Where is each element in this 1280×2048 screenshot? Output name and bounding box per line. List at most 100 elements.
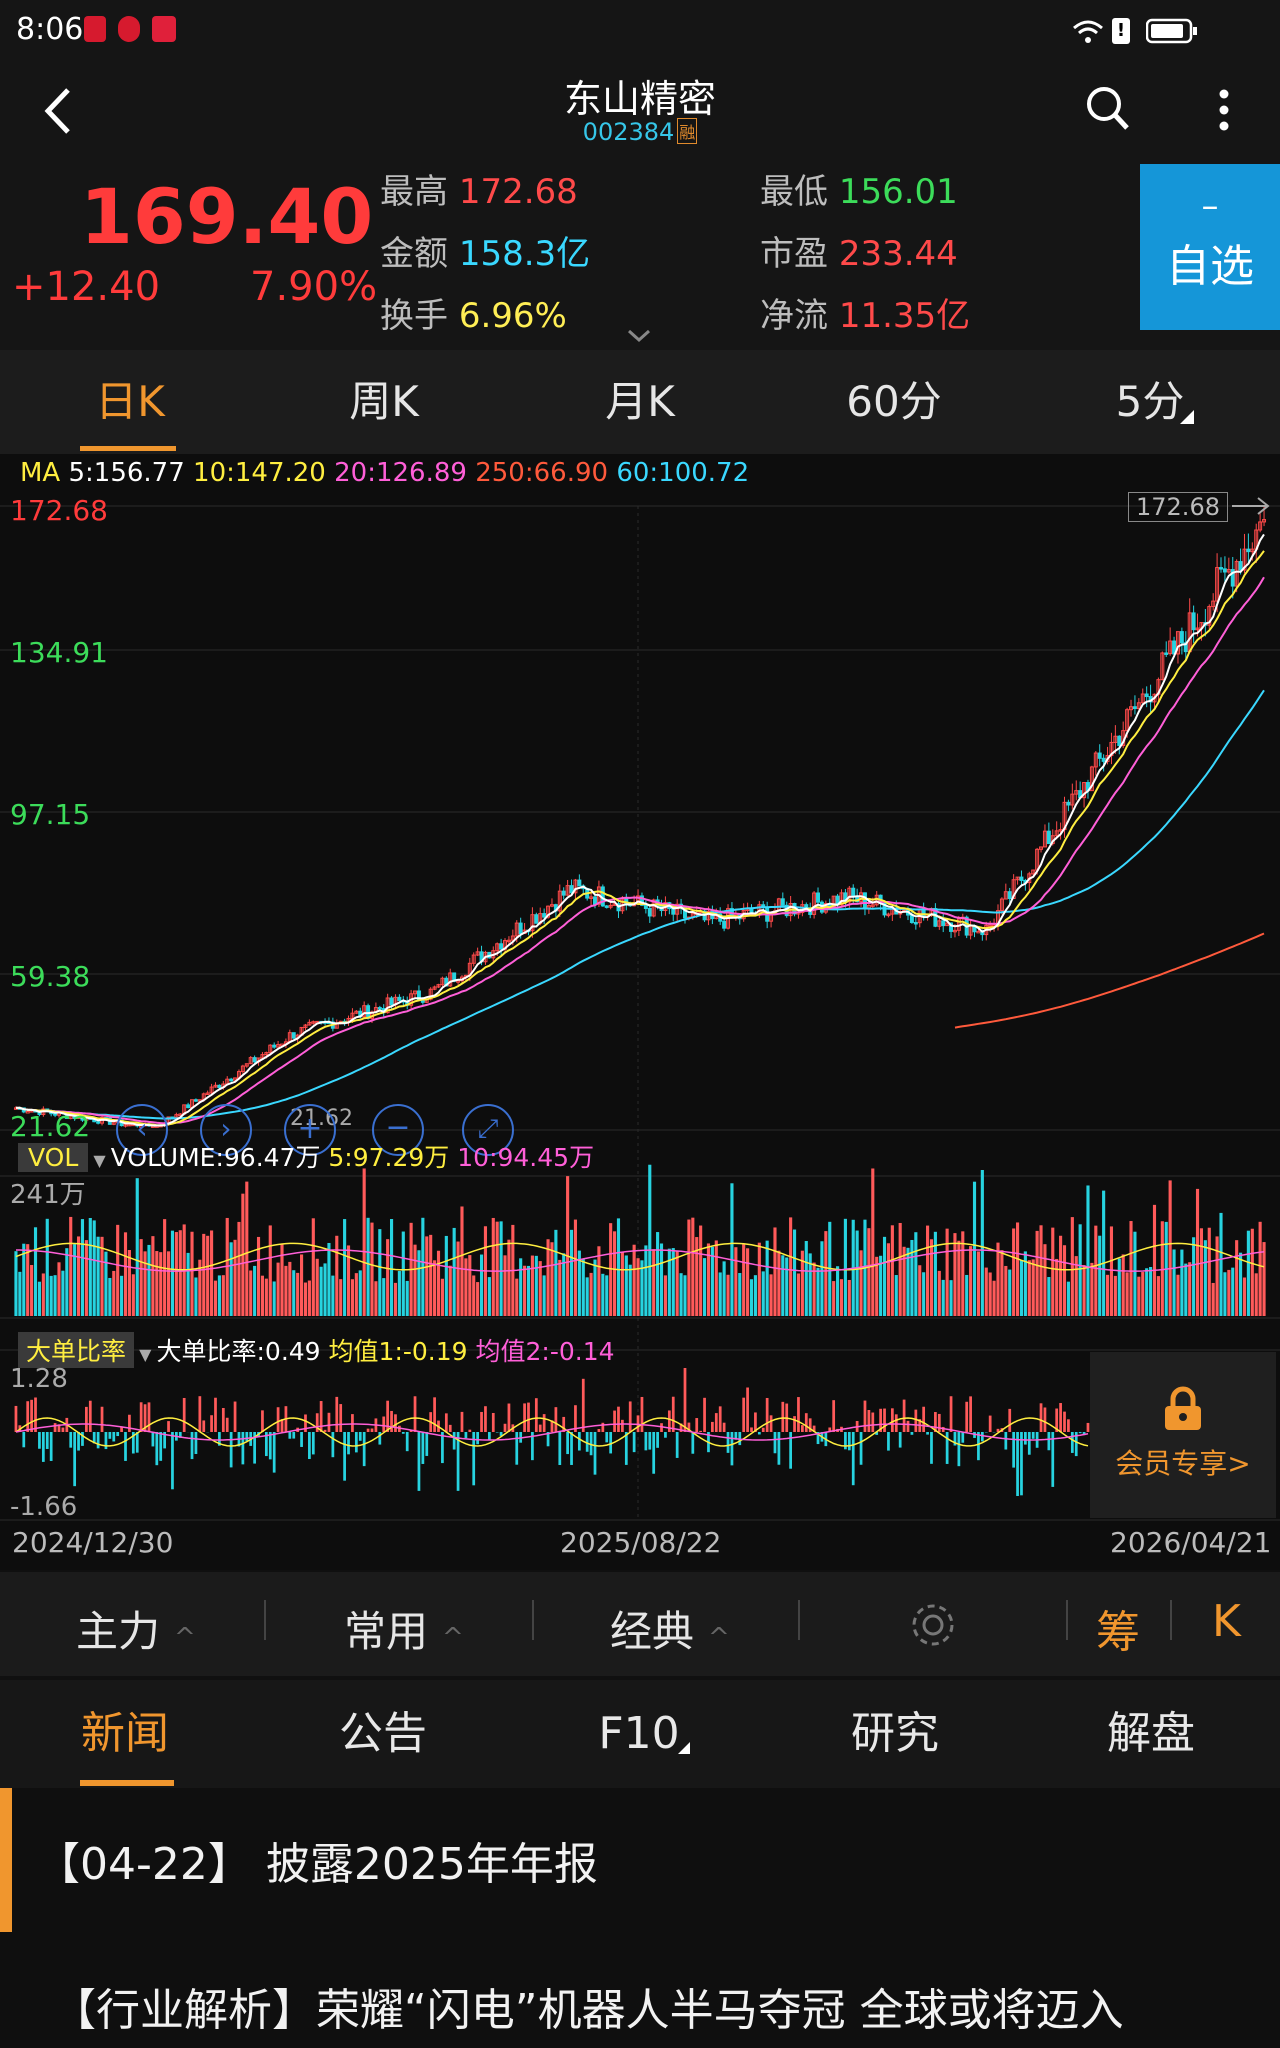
volume-bar	[781, 1255, 785, 1316]
chart-area[interactable]: MA 5:156.77 10:147.20 20:126.89 250:66.9…	[0, 454, 1280, 1570]
candle-body	[432, 986, 437, 990]
volume-bar	[190, 1231, 194, 1316]
candle-body	[1136, 702, 1141, 710]
volume-bar	[315, 1258, 319, 1316]
vol-dropdown-icon[interactable]: ▼	[88, 1151, 111, 1170]
candle-body	[949, 922, 954, 932]
candle-body	[1015, 876, 1020, 881]
news-item[interactable]: 【行业解析】荣耀“闪电”机器人半马夺冠 全球或将迈入	[52, 1974, 1124, 2038]
ratio-bar	[128, 1414, 131, 1432]
ratio-bar	[910, 1432, 914, 1435]
stat-value: 233.44	[838, 234, 958, 274]
ratio-bar	[112, 1432, 116, 1442]
k-toggle-button[interactable]: K	[1212, 1596, 1241, 1647]
tab-announcement[interactable]: 公告	[339, 1708, 427, 1759]
gear-icon[interactable]	[908, 1600, 958, 1650]
dropdown-corner-icon	[1180, 410, 1194, 424]
tab-60min[interactable]: 60分	[846, 377, 942, 426]
ratio-bar	[261, 1410, 264, 1432]
ratio-dropdown-icon[interactable]: ▼	[134, 1345, 157, 1364]
alert-icon: !	[1112, 18, 1130, 44]
volume-bar	[796, 1273, 801, 1316]
ratio-bar	[487, 1432, 491, 1441]
volume-bar	[789, 1217, 793, 1316]
vol-tag[interactable]: VOL	[18, 1143, 89, 1172]
ratio-bar	[722, 1422, 726, 1432]
chevron-right-icon: ›	[220, 1112, 232, 1145]
search-icon[interactable]	[1084, 84, 1132, 134]
toolbar-classic[interactable]: 经典 ^	[610, 1598, 730, 1659]
ratio-bar	[280, 1419, 284, 1432]
toolbar-main-force[interactable]: 主力 ^	[76, 1598, 196, 1659]
volume-bar	[1105, 1274, 1110, 1316]
candle-body	[1019, 876, 1024, 881]
tab-news[interactable]: 新闻	[81, 1708, 169, 1759]
ratio-bar	[245, 1432, 249, 1442]
ratio-bar	[104, 1432, 108, 1450]
chip-distribution-button[interactable]: 筹	[1096, 1607, 1140, 1658]
volume-bar	[49, 1275, 53, 1316]
expand-chevron-icon[interactable]	[626, 328, 652, 344]
ratio-bar	[531, 1432, 534, 1461]
tab-week-k[interactable]: 周K	[349, 377, 419, 426]
news-item[interactable]: 【04-22】 披露2025年年报	[36, 1828, 598, 1892]
volume-bar	[706, 1243, 711, 1316]
volume-max-label: 241万	[10, 1180, 86, 1210]
ratio-bar	[468, 1429, 472, 1432]
ratio-bar	[851, 1432, 855, 1486]
stat-value: 156.01	[838, 172, 958, 212]
candle-body	[530, 914, 535, 932]
zoom-in-button[interactable]: +	[284, 1104, 336, 1156]
more-icon[interactable]	[1214, 88, 1234, 134]
ratio-bar	[147, 1402, 151, 1432]
ratio-bar	[750, 1427, 753, 1432]
ratio-bar	[558, 1432, 562, 1466]
volume-bar	[1086, 1185, 1090, 1316]
tab-research[interactable]: 研究	[851, 1708, 939, 1759]
volume-bar	[100, 1236, 104, 1316]
volume-bar	[476, 1282, 480, 1316]
tab-analysis[interactable]: 解盘	[1107, 1708, 1195, 1759]
ratio-bar	[425, 1432, 429, 1456]
volume-bar	[573, 1219, 578, 1316]
watchlist-button[interactable]: – 自选	[1140, 164, 1280, 330]
ratio-bar	[401, 1432, 405, 1434]
vip-unlock-panel[interactable]: 会员专享>	[1090, 1352, 1276, 1518]
tab-5min[interactable]: 5分	[1115, 377, 1185, 426]
back-icon[interactable]	[38, 86, 78, 136]
ratio-bar	[589, 1432, 593, 1456]
tab-day-k[interactable]: 日K	[95, 377, 165, 426]
volume-bar	[37, 1281, 41, 1316]
toolbar-common[interactable]: 常用 ^	[344, 1598, 464, 1659]
candle-body	[244, 1063, 249, 1067]
scroll-left-button[interactable]: ‹	[116, 1104, 168, 1156]
ratio-tag[interactable]: 大单比率	[18, 1332, 135, 1368]
margin-badge: 融	[677, 118, 698, 144]
volume-bar	[88, 1217, 92, 1316]
scroll-right-button[interactable]: ›	[200, 1104, 252, 1156]
fullscreen-button[interactable]: ⤢	[462, 1104, 514, 1156]
volume-bar	[585, 1277, 589, 1316]
volume-bar	[538, 1261, 542, 1316]
tab-f10[interactable]: F10	[598, 1708, 680, 1759]
candle-body	[1117, 735, 1122, 746]
ratio-bar	[800, 1425, 804, 1432]
ratio-bar	[757, 1432, 761, 1435]
ratio-bar	[1047, 1432, 1051, 1451]
volume-bar	[832, 1281, 836, 1316]
candle-body	[1215, 567, 1220, 602]
candle-body	[577, 879, 582, 887]
candle-body	[675, 903, 680, 915]
volume-bar	[699, 1225, 703, 1316]
candle-body	[1070, 793, 1075, 806]
tab-month-k[interactable]: 月K	[605, 377, 675, 426]
ratio-bar	[178, 1432, 182, 1438]
zoom-out-button[interactable]: −	[372, 1104, 424, 1156]
ratio-bar	[495, 1432, 499, 1433]
volume-bar	[1023, 1251, 1027, 1316]
volume-bar	[217, 1275, 221, 1316]
volume-bar	[812, 1262, 816, 1316]
quote-panel: 169.40 +12.40 7.90% 最高 172.68 金额 158.3亿 …	[0, 158, 1280, 350]
candle-body	[1042, 830, 1047, 848]
ratio-bar	[315, 1413, 319, 1432]
